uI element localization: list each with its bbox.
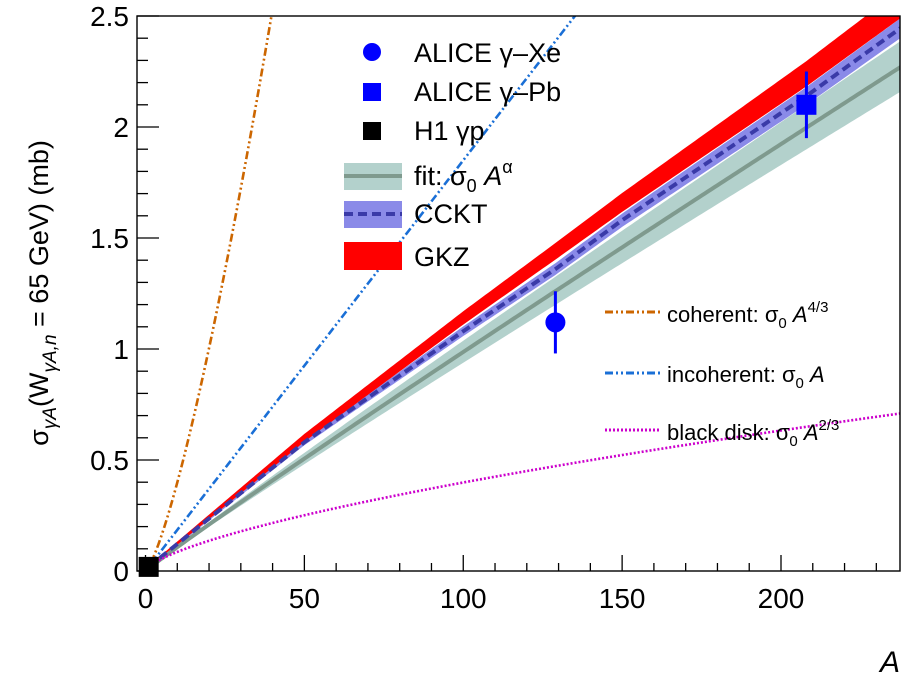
legend-label-fit: fit: σ0 Aα <box>414 157 513 196</box>
data-point <box>545 312 566 333</box>
legend-label-gkz: GKZ <box>414 242 470 272</box>
curve-blackdisk <box>147 412 900 568</box>
legend-swatch-gkz <box>344 242 402 270</box>
legend-marker-alice-xe <box>363 43 381 61</box>
x-tick-label: 150 <box>599 583 646 614</box>
y-axis-label: σγA(WγA,n = 65 GeV) (mb) <box>24 140 61 446</box>
x-tick-label: 50 <box>289 583 320 614</box>
legend-label-blackdisk: black disk: σ0 A2/3 <box>667 417 839 450</box>
model-line-cckt <box>147 26 900 569</box>
fit-line <box>147 64 900 570</box>
data-point <box>138 556 159 577</box>
legend-top: ALICE γ–Xe ALICE γ–Pb H1 γp fit: σ0 Aα C… <box>344 38 561 272</box>
data-point <box>796 94 817 115</box>
legend-marker-alice-pb <box>363 83 381 101</box>
y-tick-label: 0 <box>113 556 129 587</box>
curves-layer <box>147 16 900 570</box>
legend-label-cckt: CCKT <box>414 199 488 229</box>
x-axis: 0 50 100 150 200 <box>138 555 877 614</box>
x-axis-label: A <box>878 646 900 679</box>
model-band-gkz <box>148 16 900 569</box>
curve-incoherent <box>147 16 577 568</box>
y-tick-label: 1.5 <box>90 223 129 254</box>
x-tick-label: 100 <box>440 583 487 614</box>
legend-label-alice-xe: ALICE γ–Xe <box>414 38 561 68</box>
legend-marker-h1 <box>363 122 381 140</box>
y-tick-label: 0.5 <box>90 445 129 476</box>
legend-label-h1: H1 γp <box>414 116 485 146</box>
legend-label-alice-pb: ALICE γ–Pb <box>414 77 561 107</box>
y-tick-label: 2.5 <box>90 1 129 32</box>
model-band-cckt <box>148 18 900 569</box>
plot-frame <box>136 15 901 572</box>
x-tick-label: 200 <box>758 583 805 614</box>
legend-right: coherent: σ0 A4/3 incoherent: σ0 A black… <box>605 299 839 450</box>
legend-label-incoherent: incoherent: σ0 A <box>667 362 825 392</box>
legend-label-coherent: coherent: σ0 A4/3 <box>667 299 828 332</box>
y-tick-label: 2 <box>113 112 129 143</box>
y-tick-label: 1 <box>113 334 129 365</box>
points-layer <box>138 71 817 577</box>
x-tick-label: 0 <box>138 583 154 614</box>
y-axis: 0 0.5 1 1.5 2 2.5 <box>90 1 159 587</box>
